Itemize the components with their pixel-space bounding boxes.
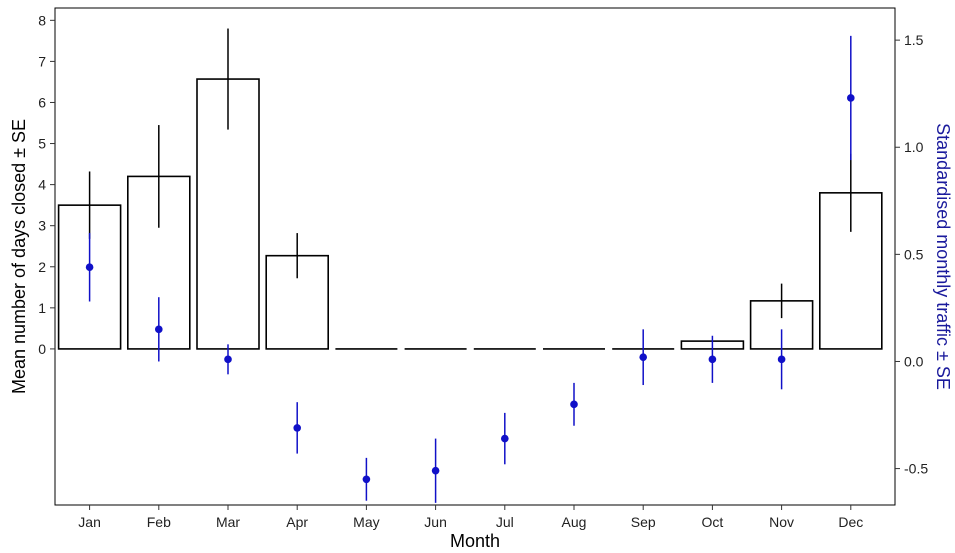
bar-error-bars [88, 28, 852, 319]
traffic-point-apr [293, 424, 302, 432]
traffic-point-jan [85, 263, 94, 272]
x-axis: Jan Feb Mar Apr May Jun Jul Aug Sep Oct Nov Dec [78, 505, 863, 530]
x-tick-label-jun: Jun [424, 514, 447, 530]
traffic-point-jul [501, 434, 509, 443]
traffic-point-sep [639, 353, 647, 361]
y2-tick-label-2: 0.5 [904, 246, 924, 262]
left-axis: 0 1 2 3 4 5 6 7 8 [38, 12, 55, 357]
traffic-point-may [362, 475, 371, 484]
traffic-point-nov [777, 355, 786, 364]
traffic-point-jun [431, 466, 440, 475]
traffic-point-dec [847, 94, 855, 102]
x-tick-label-feb: Feb [147, 514, 171, 530]
y2-tick-label-0: -0.5 [904, 461, 928, 477]
y2-tick-label-1: 0.0 [904, 353, 924, 369]
x-tick-label-sep: Sep [631, 514, 656, 530]
y-tick-label-5: 5 [38, 136, 46, 152]
x-tick-label-may: May [353, 514, 379, 530]
y-tick-label-3: 3 [38, 218, 46, 234]
x-tick-label-jan: Jan [78, 514, 101, 530]
x-tick-label-mar: Mar [216, 514, 240, 530]
bars-layer [57, 78, 883, 350]
x-tick-label-apr: Apr [286, 514, 308, 530]
y2-axis-title: Standardised monthly traffic ± SE [933, 123, 953, 390]
x-tick-label-nov: Nov [769, 514, 794, 530]
traffic-point-feb [155, 325, 163, 334]
y-tick-label-4: 4 [38, 177, 46, 193]
traffic-points [85, 94, 855, 484]
y2-tick-label-4: 1.5 [904, 32, 924, 48]
right-axis: -0.5 0.0 0.5 1.0 1.5 [895, 32, 928, 477]
x-tick-label-aug: Aug [562, 514, 587, 530]
y-tick-label-7: 7 [38, 53, 46, 69]
traffic-point-aug [570, 400, 578, 409]
x-axis-title: Month [450, 531, 500, 551]
y-tick-label-2: 2 [38, 259, 46, 275]
bar-apr [265, 254, 330, 350]
traffic-point-mar [224, 355, 232, 364]
y2-tick-label-3: 1.0 [904, 139, 924, 155]
x-tick-label-dec: Dec [838, 514, 863, 530]
y-tick-label-6: 6 [38, 94, 46, 110]
x-tick-label-oct: Oct [702, 514, 724, 530]
y-tick-label-0: 0 [38, 341, 46, 357]
plot-frame [54, 7, 896, 506]
y-tick-label-8: 8 [38, 12, 46, 28]
traffic-point-oct [708, 355, 717, 364]
x-tick-label-jul: Jul [496, 514, 514, 530]
y-axis-title: Mean number of days closed ± SE [9, 119, 29, 394]
y-tick-label-1: 1 [38, 300, 46, 316]
